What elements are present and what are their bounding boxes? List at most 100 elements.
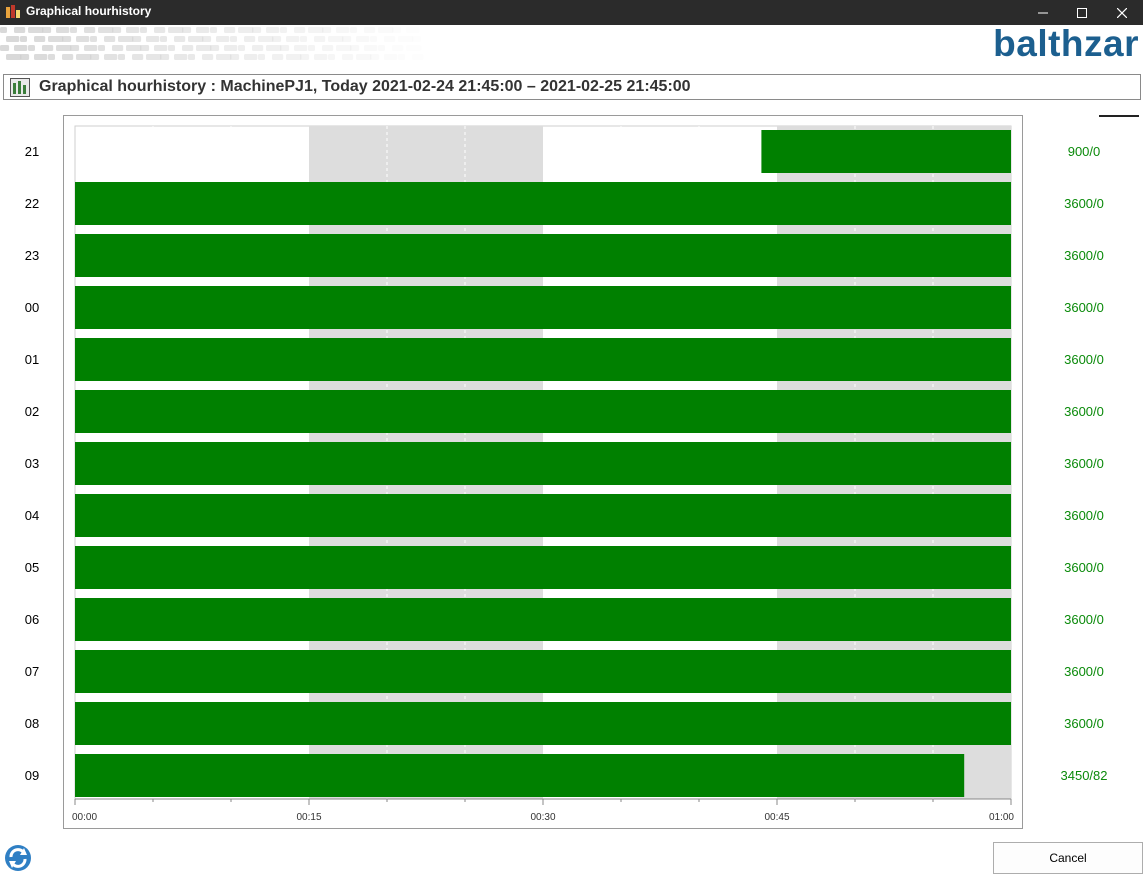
pattern-tile bbox=[350, 27, 357, 33]
pattern-tile bbox=[48, 54, 55, 60]
pattern-tile bbox=[216, 36, 230, 42]
minimize-button[interactable] bbox=[1025, 0, 1061, 25]
pattern-tile bbox=[126, 27, 140, 33]
hour-bar bbox=[75, 598, 1011, 641]
pattern-tile bbox=[364, 45, 378, 51]
pattern-tile bbox=[230, 54, 240, 60]
pattern-tile bbox=[398, 54, 405, 60]
pattern-tile bbox=[0, 45, 10, 51]
maximize-button[interactable] bbox=[1064, 0, 1100, 25]
pattern-tile bbox=[104, 54, 118, 60]
pattern-tile bbox=[300, 36, 307, 42]
x-tick-label: 00:30 bbox=[530, 812, 555, 823]
pattern-tile bbox=[20, 54, 30, 60]
hour-value-label: 3600/0 bbox=[1064, 507, 1104, 523]
pattern-tile bbox=[98, 27, 114, 33]
pattern-tile bbox=[384, 54, 398, 60]
close-button[interactable] bbox=[1104, 0, 1140, 25]
hour-value-label: 3600/0 bbox=[1064, 403, 1104, 419]
pattern-tile bbox=[392, 45, 404, 51]
hour-bar bbox=[75, 286, 1011, 329]
pattern-tile bbox=[160, 54, 170, 60]
hour-bar bbox=[75, 390, 1011, 433]
pattern-tile bbox=[356, 54, 372, 60]
hour-label: 02 bbox=[24, 403, 40, 419]
hour-value-label: 3600/0 bbox=[1064, 455, 1104, 471]
pattern-tile bbox=[182, 27, 192, 33]
pattern-tile bbox=[168, 27, 184, 33]
hour-bar bbox=[75, 650, 1011, 693]
pattern-tile bbox=[266, 27, 280, 33]
hour-value-label: 3600/0 bbox=[1064, 715, 1104, 731]
hour-value-label: 3450/82 bbox=[1060, 767, 1108, 783]
hour-label: 05 bbox=[24, 559, 40, 575]
pattern-tile bbox=[174, 54, 188, 60]
pattern-tile bbox=[90, 36, 97, 42]
pattern-tile bbox=[314, 54, 328, 60]
pattern-tile bbox=[154, 45, 168, 51]
pattern-tile bbox=[258, 36, 274, 42]
pattern-tile bbox=[314, 36, 326, 42]
decorative-pattern bbox=[0, 27, 422, 60]
pattern-tile bbox=[0, 27, 7, 33]
window-titlebar: Graphical hourhistory bbox=[0, 0, 1143, 25]
x-tick-label: 00:15 bbox=[296, 812, 321, 823]
page-title: Graphical hourhistory : MachinePJ1, Toda… bbox=[39, 78, 691, 95]
pattern-tile bbox=[350, 45, 360, 51]
hour-bar bbox=[75, 754, 965, 797]
pattern-tile bbox=[34, 54, 48, 60]
hour-value-label: 3600/0 bbox=[1064, 351, 1104, 367]
pattern-tile bbox=[28, 27, 44, 33]
pattern-tile bbox=[14, 27, 26, 33]
refresh-icon[interactable] bbox=[2, 842, 34, 874]
hour-value-label: 900/0 bbox=[1067, 143, 1101, 159]
pattern-tile bbox=[140, 45, 150, 51]
pattern-tile bbox=[104, 36, 116, 42]
pattern-tile bbox=[84, 27, 96, 33]
hour-bar bbox=[75, 546, 1011, 589]
pattern-tile bbox=[258, 54, 265, 60]
cancel-button[interactable]: Cancel bbox=[993, 842, 1143, 874]
pattern-tile bbox=[244, 36, 256, 42]
pattern-tile bbox=[14, 45, 28, 51]
pattern-tile bbox=[406, 45, 422, 51]
pattern-tile bbox=[196, 27, 210, 33]
pattern-tile bbox=[328, 36, 344, 42]
pattern-tile bbox=[34, 36, 46, 42]
pattern-tile bbox=[210, 45, 220, 51]
pattern-tile bbox=[56, 45, 72, 51]
pattern-tile bbox=[70, 45, 80, 51]
hour-value-label: 3600/0 bbox=[1064, 247, 1104, 263]
hour-label: 06 bbox=[24, 611, 40, 627]
pattern-tile bbox=[216, 54, 232, 60]
pattern-tile bbox=[336, 27, 350, 33]
pattern-tile bbox=[336, 45, 352, 51]
chart-caption-bar: Graphical hourhistory : MachinePJ1, Toda… bbox=[3, 74, 1141, 100]
pattern-tile bbox=[238, 45, 245, 51]
pattern-tile bbox=[56, 27, 70, 33]
pattern-tile bbox=[182, 45, 194, 51]
pattern-tile bbox=[188, 54, 195, 60]
pattern-tile bbox=[356, 36, 370, 42]
pattern-tile bbox=[126, 45, 142, 51]
pattern-tile bbox=[328, 54, 335, 60]
hour-value-label: 3600/0 bbox=[1064, 611, 1104, 627]
app-icon bbox=[6, 5, 20, 18]
pattern-tile bbox=[70, 27, 77, 33]
pattern-tile bbox=[272, 54, 284, 60]
pattern-tile bbox=[168, 45, 175, 51]
pattern-tile bbox=[118, 54, 125, 60]
pattern-tile bbox=[6, 36, 20, 42]
pattern-tile bbox=[28, 45, 35, 51]
pattern-tile bbox=[252, 45, 264, 51]
pattern-tile bbox=[146, 54, 162, 60]
hour-label: 04 bbox=[24, 507, 40, 523]
pattern-tile bbox=[224, 45, 238, 51]
pattern-tile bbox=[272, 36, 282, 42]
pattern-tile bbox=[266, 45, 282, 51]
brand-logo: balthzar bbox=[993, 23, 1139, 64]
hour-value-label: 3600/0 bbox=[1064, 195, 1104, 211]
pattern-tile bbox=[294, 45, 308, 51]
chart-icon bbox=[10, 78, 30, 97]
